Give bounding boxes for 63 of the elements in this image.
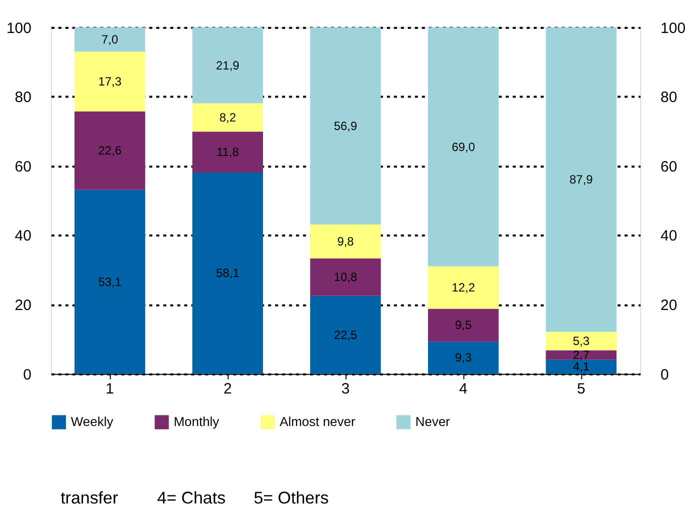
x-tick-label: 3 [341,380,350,398]
data-label: 10,8 [334,270,358,284]
x-tick-label: 2 [224,380,232,398]
data-label: 9,8 [337,234,354,248]
data-label: 11,8 [216,145,240,160]
bar [310,224,381,258]
y2-tick-label: 0 [660,366,669,384]
bar [428,342,499,374]
y2-tick-label: 40 [660,228,678,245]
data-label: 5,3 [572,334,590,348]
legend-label: Monthly [174,414,220,430]
legend-label: Weekly [70,414,114,430]
bar [428,308,499,342]
data-label: 69,0 [452,140,476,154]
bar [192,172,264,374]
y-tick-label: 20 [14,297,32,314]
bar [546,360,617,374]
y-tick-label: 60 [14,158,32,176]
bar [428,27,499,266]
y-tick-label: 40 [14,228,32,245]
bar [192,132,264,173]
data-label: 12,2 [452,280,476,295]
bar [310,27,381,224]
legend-label: Almost never [280,414,356,430]
y2-tick-label: 80 [660,89,678,106]
data-label: 7,0 [102,32,118,46]
y-tick-label: 0 [23,366,32,384]
data-label: 21,9 [216,58,240,72]
data-label: 4,1 [572,360,590,374]
data-label: 58,1 [216,266,240,280]
bar [310,258,381,296]
data-label: 87,9 [570,172,594,187]
y2-tick-label: 20 [660,297,678,314]
data-label: 56,9 [334,118,358,133]
data-label: 22,5 [334,328,358,342]
data-label: 9,3 [455,350,472,365]
bar [74,190,146,374]
y-tick-label: 100 [6,20,32,37]
x-tick-label: 1 [106,380,114,398]
bar [310,296,381,374]
data-label: 9,5 [455,318,472,332]
bar [428,266,499,309]
y2-tick-label: 60 [660,158,678,176]
y-tick-label: 80 [14,89,32,106]
bar [546,27,617,332]
bar [546,332,617,350]
bar [192,103,264,132]
bar [74,27,146,52]
data-label: 22,6 [98,144,122,158]
bar [192,27,264,104]
y2-tick-label: 100 [660,20,686,37]
bar [74,52,146,112]
data-label: 17,3 [98,74,122,89]
data-label: 8,2 [219,110,236,124]
text: transfer [60,488,118,508]
x-tick-label: 5 [576,380,586,398]
data-label: 53,1 [98,274,122,289]
text: 4= Chats [157,488,226,508]
legend-label: Never [415,414,451,430]
x-tick-label: 4 [459,380,468,398]
data-label: 2,7 [572,348,590,362]
text: 5= Others [254,488,329,508]
bar [74,112,146,190]
